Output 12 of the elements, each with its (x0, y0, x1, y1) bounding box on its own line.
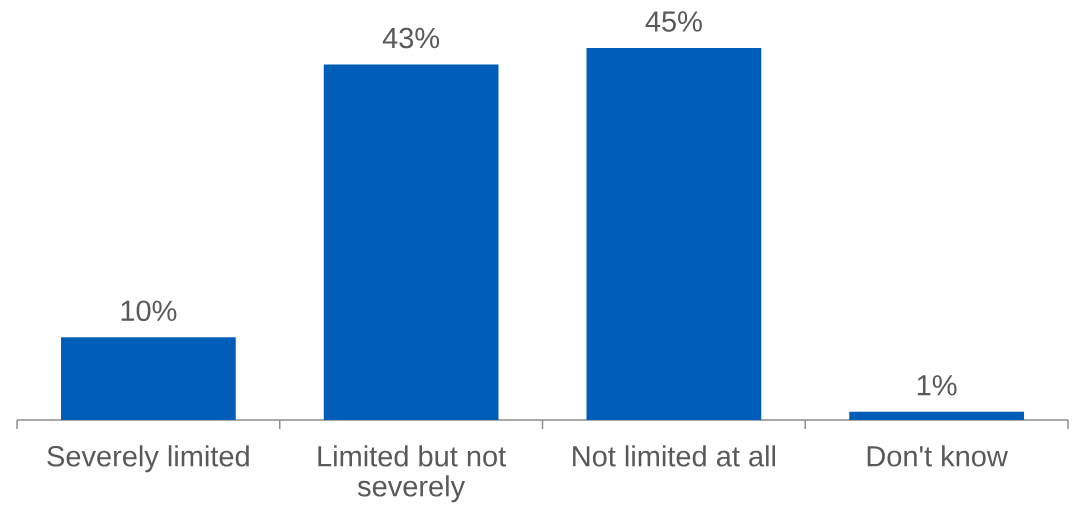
bar (586, 47, 762, 420)
x-tick-label: Don't know (867, 445, 1008, 467)
bar (323, 64, 499, 420)
bar (849, 411, 1024, 420)
data-label: 45% (645, 11, 702, 32)
x-tick-label: Not limited at all (573, 445, 776, 467)
data-label: 1% (917, 375, 957, 396)
data-label: 43% (382, 27, 440, 49)
bar (61, 337, 236, 420)
x-tick-label: Severely limited (47, 445, 249, 473)
x-tick-label: Limited but not severely (318, 445, 506, 503)
data-label: 10% (121, 300, 177, 322)
